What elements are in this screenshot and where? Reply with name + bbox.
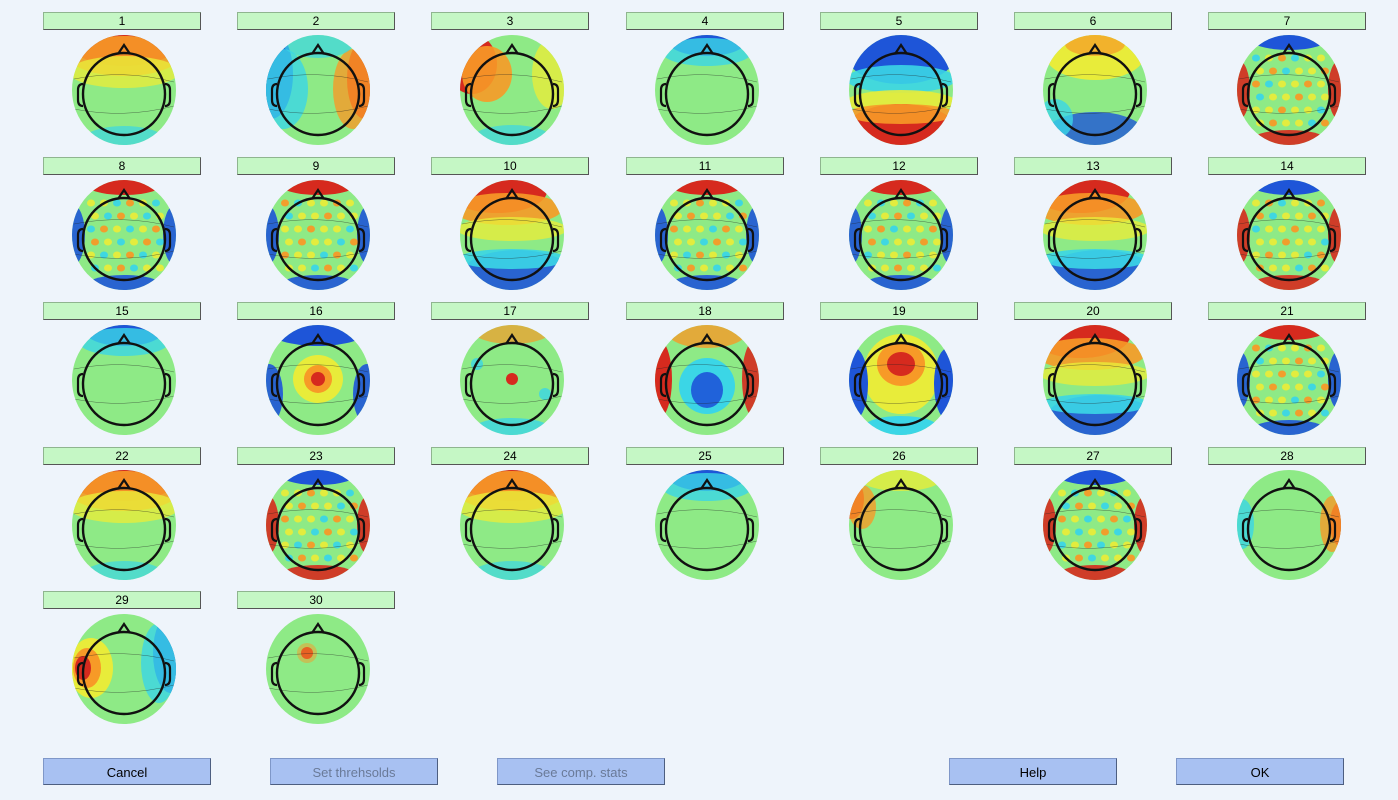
component-cell: 27	[1014, 447, 1174, 587]
scalp-topography-map[interactable]	[457, 179, 567, 291]
component-cell: 22	[43, 447, 203, 587]
component-cell: 18	[626, 302, 786, 442]
component-label[interactable]: 6	[1014, 12, 1172, 30]
component-label[interactable]: 3	[431, 12, 589, 30]
component-label[interactable]: 20	[1014, 302, 1172, 320]
scalp-topography-map[interactable]	[1040, 179, 1150, 291]
component-cell: 7	[1208, 12, 1368, 152]
scalp-topography-map[interactable]	[457, 324, 567, 436]
component-cell: 1	[43, 12, 203, 152]
component-label[interactable]: 11	[626, 157, 784, 175]
component-cell: 9	[237, 157, 397, 297]
scalp-topography-map[interactable]	[69, 613, 179, 725]
scalp-topography-map[interactable]	[1040, 469, 1150, 581]
component-label[interactable]: 25	[626, 447, 784, 465]
component-label[interactable]: 22	[43, 447, 201, 465]
scalp-topography-map[interactable]	[846, 324, 956, 436]
component-label[interactable]: 17	[431, 302, 589, 320]
component-label[interactable]: 9	[237, 157, 395, 175]
set-thresholds-button[interactable]: Set threhsolds	[270, 758, 438, 785]
scalp-topography-map[interactable]	[263, 179, 373, 291]
scalp-topography-map[interactable]	[69, 324, 179, 436]
component-cell: 30	[237, 591, 397, 731]
component-cell: 11	[626, 157, 786, 297]
component-label[interactable]: 19	[820, 302, 978, 320]
scalp-topography-map[interactable]	[652, 469, 762, 581]
component-label[interactable]: 13	[1014, 157, 1172, 175]
component-cell: 28	[1208, 447, 1368, 587]
component-cell: 19	[820, 302, 980, 442]
scalp-topography-map[interactable]	[1040, 34, 1150, 146]
scalp-topography-map[interactable]	[846, 469, 956, 581]
component-label[interactable]: 8	[43, 157, 201, 175]
see-comp-stats-button[interactable]: See comp. stats	[497, 758, 665, 785]
component-cell: 21	[1208, 302, 1368, 442]
scalp-topography-map[interactable]	[1234, 324, 1344, 436]
scalp-topography-map[interactable]	[263, 34, 373, 146]
component-label[interactable]: 23	[237, 447, 395, 465]
scalp-topography-map[interactable]	[69, 34, 179, 146]
scalp-topography-map[interactable]	[846, 34, 956, 146]
scalp-topography-map[interactable]	[263, 324, 373, 436]
component-label[interactable]: 5	[820, 12, 978, 30]
help-button[interactable]: Help	[949, 758, 1117, 785]
component-label[interactable]: 10	[431, 157, 589, 175]
component-cell: 24	[431, 447, 591, 587]
cancel-button[interactable]: Cancel	[43, 758, 211, 785]
component-cell: 5	[820, 12, 980, 152]
component-cell: 2	[237, 12, 397, 152]
component-cell: 17	[431, 302, 591, 442]
component-label[interactable]: 15	[43, 302, 201, 320]
component-grid: 1 2 3 4 5 6 7 8 9 10 11 12 13 14 15 16 17 18 19 20 21 22 23 24 2…	[43, 12, 1368, 731]
component-label[interactable]: 2	[237, 12, 395, 30]
component-label[interactable]: 24	[431, 447, 589, 465]
component-cell: 12	[820, 157, 980, 297]
component-label[interactable]: 28	[1208, 447, 1366, 465]
scalp-topography-map[interactable]	[652, 324, 762, 436]
component-label[interactable]: 4	[626, 12, 784, 30]
component-label[interactable]: 30	[237, 591, 395, 609]
component-label[interactable]: 29	[43, 591, 201, 609]
scalp-topography-map[interactable]	[263, 469, 373, 581]
component-cell: 4	[626, 12, 786, 152]
component-cell: 16	[237, 302, 397, 442]
component-cell: 25	[626, 447, 786, 587]
scalp-topography-map[interactable]	[69, 179, 179, 291]
scalp-topography-map[interactable]	[1234, 34, 1344, 146]
scalp-topography-map[interactable]	[846, 179, 956, 291]
scalp-topography-map[interactable]	[457, 469, 567, 581]
scalp-topography-map[interactable]	[263, 613, 373, 725]
component-label[interactable]: 27	[1014, 447, 1172, 465]
component-label[interactable]: 1	[43, 12, 201, 30]
component-label[interactable]: 18	[626, 302, 784, 320]
component-cell: 3	[431, 12, 591, 152]
component-cell: 20	[1014, 302, 1174, 442]
scalp-topography-map[interactable]	[457, 34, 567, 146]
component-cell: 8	[43, 157, 203, 297]
component-label[interactable]: 12	[820, 157, 978, 175]
scalp-topography-map[interactable]	[69, 469, 179, 581]
component-cell: 10	[431, 157, 591, 297]
scalp-topography-map[interactable]	[652, 34, 762, 146]
component-label[interactable]: 14	[1208, 157, 1366, 175]
component-cell: 14	[1208, 157, 1368, 297]
ok-button[interactable]: OK	[1176, 758, 1344, 785]
component-cell: 29	[43, 591, 203, 731]
component-cell: 15	[43, 302, 203, 442]
component-label[interactable]: 21	[1208, 302, 1366, 320]
component-label[interactable]: 7	[1208, 12, 1366, 30]
component-cell: 26	[820, 447, 980, 587]
scalp-topography-map[interactable]	[1234, 179, 1344, 291]
scalp-topography-map[interactable]	[652, 179, 762, 291]
scalp-topography-map[interactable]	[1040, 324, 1150, 436]
component-cell: 23	[237, 447, 397, 587]
scalp-topography-map[interactable]	[1234, 469, 1344, 581]
component-cell: 13	[1014, 157, 1174, 297]
component-cell: 6	[1014, 12, 1174, 152]
component-label[interactable]: 16	[237, 302, 395, 320]
component-label[interactable]: 26	[820, 447, 978, 465]
